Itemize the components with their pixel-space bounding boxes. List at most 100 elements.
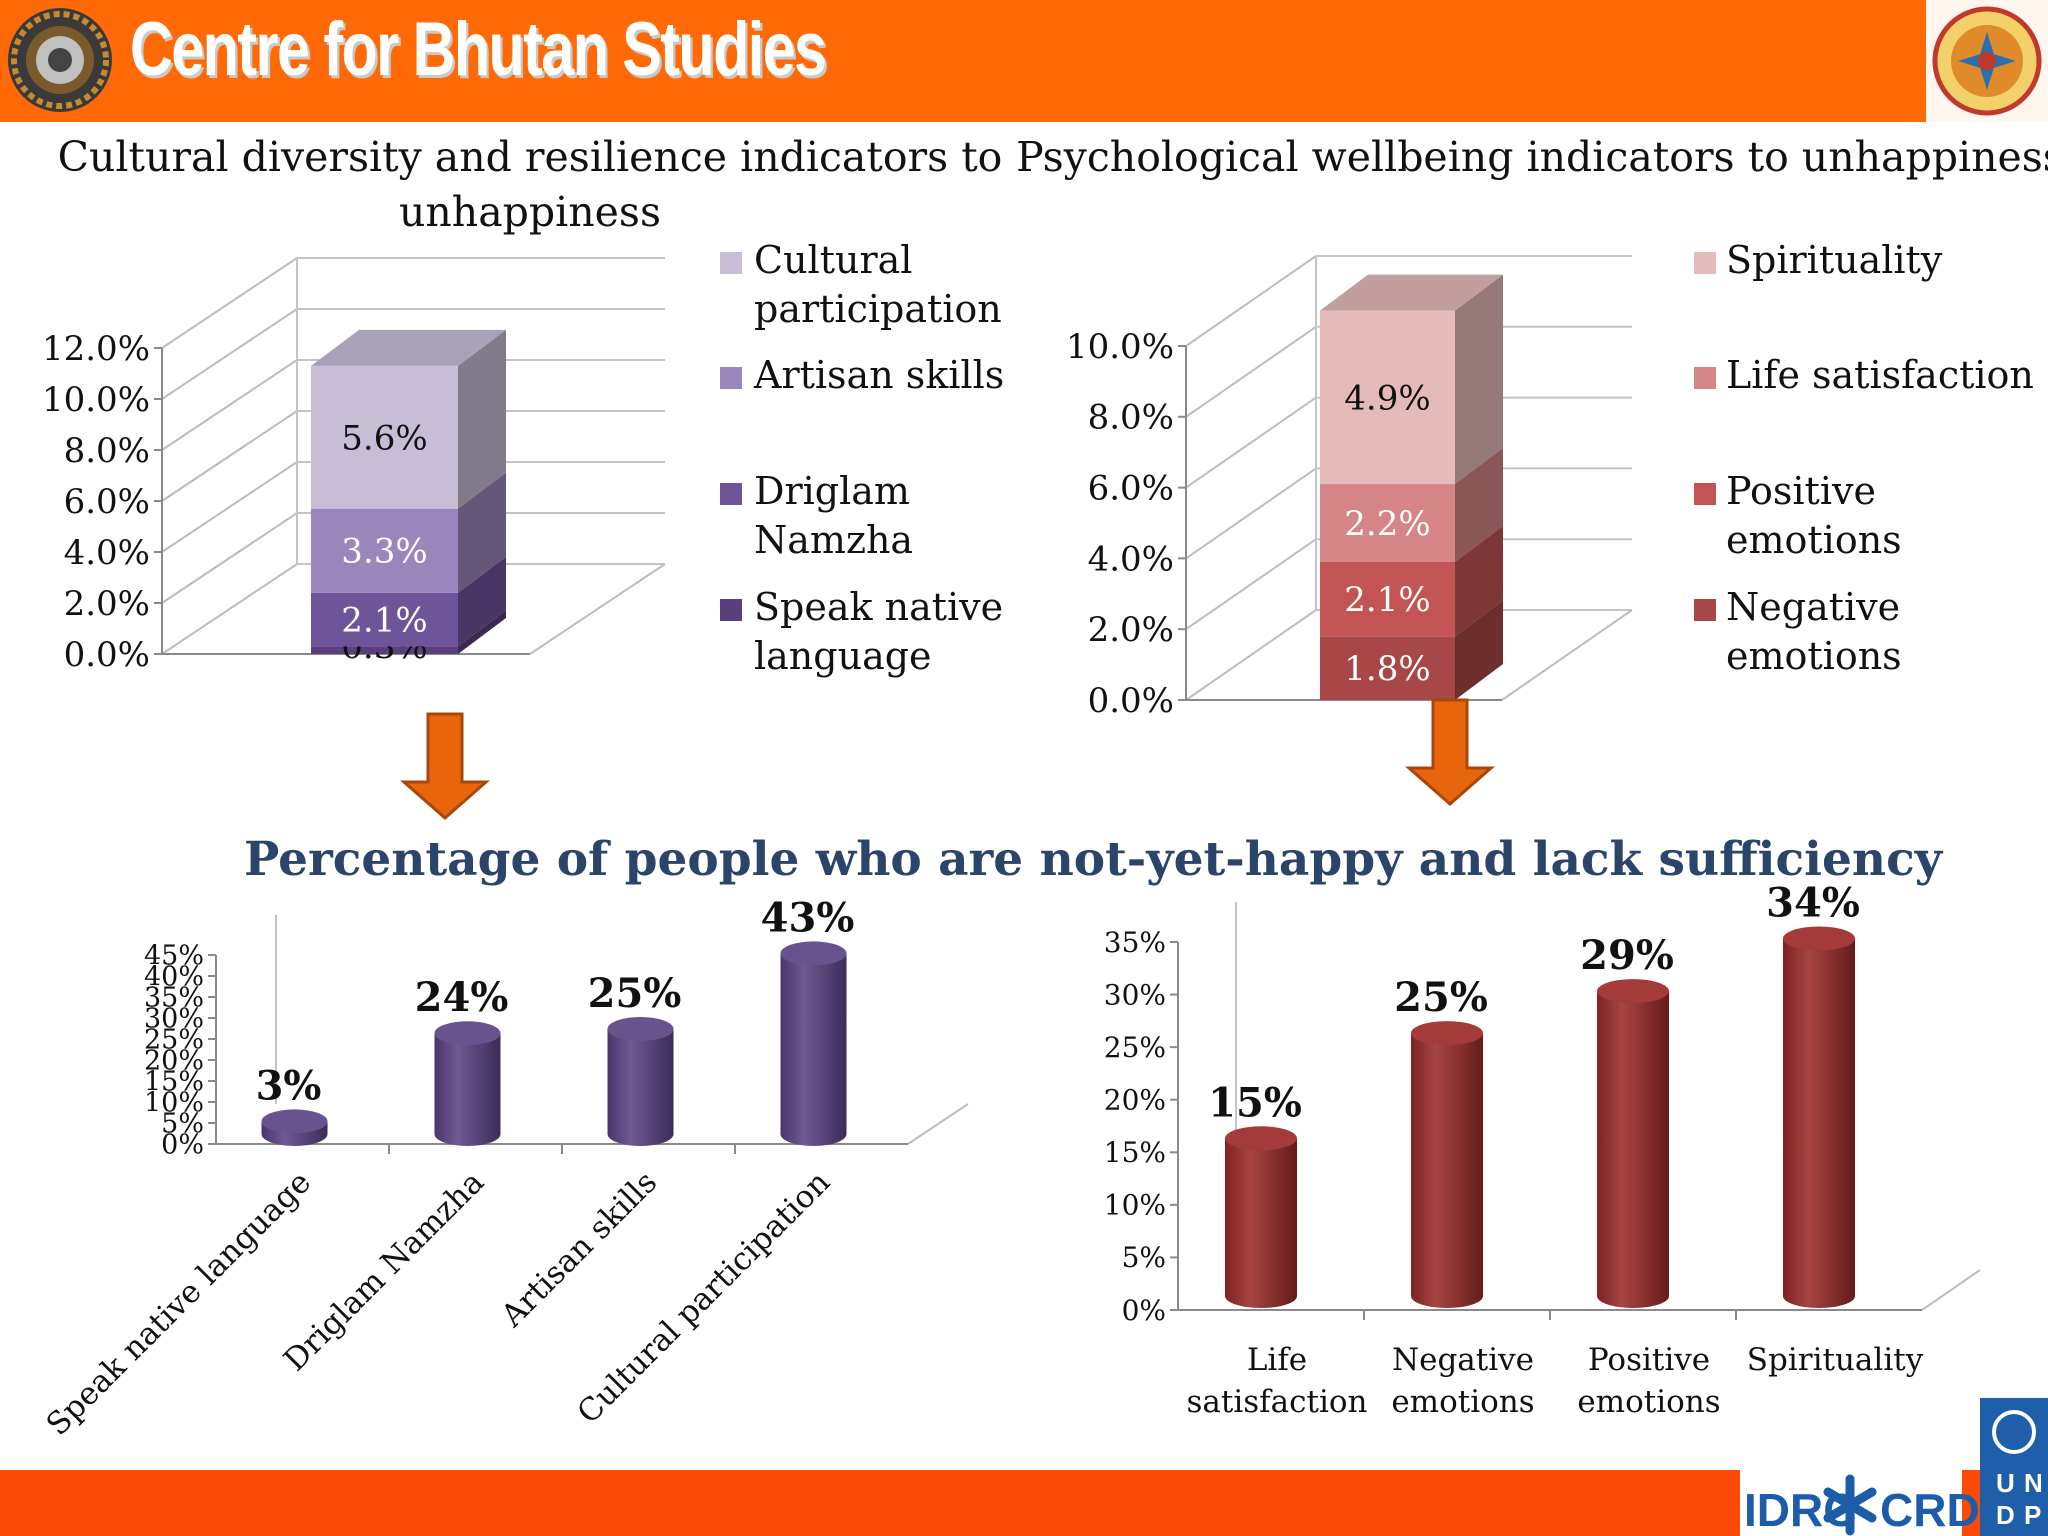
y-tick-label: 35%	[144, 982, 204, 1013]
data-label: 4.9%	[1344, 378, 1430, 418]
x-category-label: satisfaction	[1187, 1384, 1368, 1420]
legend-swatch	[1694, 252, 1716, 274]
cylinder-body	[607, 1029, 674, 1146]
data-label: 25%	[1394, 974, 1488, 1021]
x-category-label: Life	[1247, 1342, 1307, 1378]
gridline	[161, 410, 298, 502]
y-tick-label: 10.0%	[1066, 327, 1174, 367]
y-tick-label: 8.0%	[1088, 398, 1174, 438]
legend-swatch	[1694, 367, 1716, 389]
cylinder-body	[1411, 1033, 1483, 1308]
y-tick-label: 20%	[144, 1045, 204, 1076]
legend-label: Driglam	[754, 469, 910, 513]
gridline	[1185, 538, 1317, 631]
bar-segment	[1320, 636, 1455, 700]
cylinder-body	[780, 953, 847, 1146]
x-category-label: Negative	[1392, 1342, 1534, 1378]
bar-top	[1320, 274, 1503, 311]
undp-logo	[1980, 1398, 2048, 1536]
undp-letter: U	[1996, 1468, 2015, 1498]
y-tick-label: 4.0%	[1088, 539, 1174, 579]
gridline	[161, 512, 298, 604]
psychological-stacked: 0.0% 2.0% 4.0% 6.0% 8.0% 10.0% 1.8% 2.1% 2.2% 4.9…	[1066, 255, 1633, 721]
bar-side	[458, 610, 506, 654]
y-tick-label: 30%	[1104, 978, 1166, 1011]
x-category-label: Positive	[1588, 1342, 1710, 1378]
y-tick-label: 0%	[1122, 1294, 1166, 1327]
data-label: 3.3%	[341, 532, 427, 572]
y-tick-label: 35%	[1104, 926, 1166, 959]
bar-side	[1455, 600, 1503, 700]
bar-side	[458, 556, 506, 647]
cultural-cylinders: 0%5%10%15%20%25%30%35%40%45%3%24% 25%43%S…	[40, 894, 969, 1443]
cultural-title-line-2: unhappiness	[398, 188, 661, 236]
snowflake-icon	[1823, 1474, 1877, 1536]
y-tick-label: 2.0%	[1088, 610, 1174, 650]
cylinder-top	[1597, 979, 1669, 1004]
legend-swatch	[720, 483, 742, 505]
y-tick-label: 20%	[1104, 1084, 1166, 1117]
data-label: 15%	[1208, 1079, 1302, 1126]
legend-label: Negative	[1726, 585, 1901, 629]
legend-label: Cultural	[754, 238, 913, 282]
gridline	[1185, 255, 1317, 347]
cylinder-top	[434, 1021, 501, 1046]
legend-label: Artisan skills	[754, 353, 1005, 397]
site-title: Centre for Bhutan Studies	[130, 7, 827, 92]
gridline	[1185, 609, 1317, 701]
crdi-logo-text: CRDI	[1880, 1484, 1992, 1536]
y-tick-label: 8.0%	[64, 431, 150, 471]
legend-label: emotions	[1726, 518, 1902, 562]
y-tick-label: 40%	[144, 961, 204, 992]
cylinder-body	[1597, 991, 1669, 1308]
bar-side	[458, 472, 506, 593]
floor-edge	[1501, 609, 1633, 701]
y-tick-label: 0%	[161, 1129, 204, 1160]
cylinder-top	[607, 1017, 674, 1041]
y-tick-label: 6.0%	[1088, 469, 1174, 509]
y-tick-label: 25%	[1104, 1031, 1166, 1064]
y-tick-label: 30%	[144, 1003, 204, 1034]
y-tick-label: 0.0%	[64, 635, 150, 675]
y-tick-label: 10%	[144, 1087, 204, 1118]
data-label: 2.1%	[1344, 580, 1430, 620]
floor-edge	[529, 563, 666, 655]
cylinder-body	[1783, 938, 1855, 1308]
bar-segment	[1320, 310, 1455, 485]
cylinder-body	[1225, 1138, 1297, 1308]
dharma-wheel-icon	[8, 8, 112, 112]
legend-swatch	[720, 367, 742, 389]
bar-side	[458, 329, 506, 509]
bar-side	[1455, 448, 1503, 562]
cylinder-top	[780, 941, 847, 966]
y-tick-label: 0.0%	[1088, 681, 1174, 721]
data-label: 24%	[415, 974, 509, 1021]
y-tick-label: 5%	[161, 1108, 204, 1139]
x-category-label: Artisan skills	[494, 1164, 665, 1335]
data-label: 2.2%	[1344, 504, 1430, 544]
data-label: 25%	[588, 970, 682, 1017]
floor-edge	[907, 1103, 969, 1145]
legend-label: Positive	[1726, 469, 1876, 513]
undp-letter: D	[1996, 1500, 2015, 1530]
cylinder-top	[1783, 926, 1855, 951]
gridline	[1185, 467, 1317, 560]
y-tick-label: 12.0%	[42, 329, 150, 369]
y-tick-label: 45%	[144, 940, 204, 971]
cylinder-top	[1225, 1126, 1297, 1151]
x-category-label: emotions	[1577, 1384, 1720, 1420]
x-category-label: emotions	[1391, 1384, 1534, 1420]
un-globe-icon	[1992, 1410, 2036, 1454]
cylinder-top	[1411, 1021, 1483, 1046]
legend-swatch	[1694, 483, 1716, 505]
bar-segment	[1320, 484, 1455, 562]
floor-edge	[1921, 1269, 1981, 1311]
psych-title-line-1: Psychological wellbeing indicators to un…	[1016, 133, 2048, 181]
legend-label: Life satisfaction	[1726, 353, 2034, 397]
y-tick-label: 2.0%	[64, 584, 150, 624]
gridline	[1185, 396, 1317, 489]
cylinder-top	[261, 1109, 328, 1134]
bar-segment	[311, 508, 458, 593]
gridline	[161, 563, 298, 655]
bar-segment	[1320, 561, 1455, 637]
